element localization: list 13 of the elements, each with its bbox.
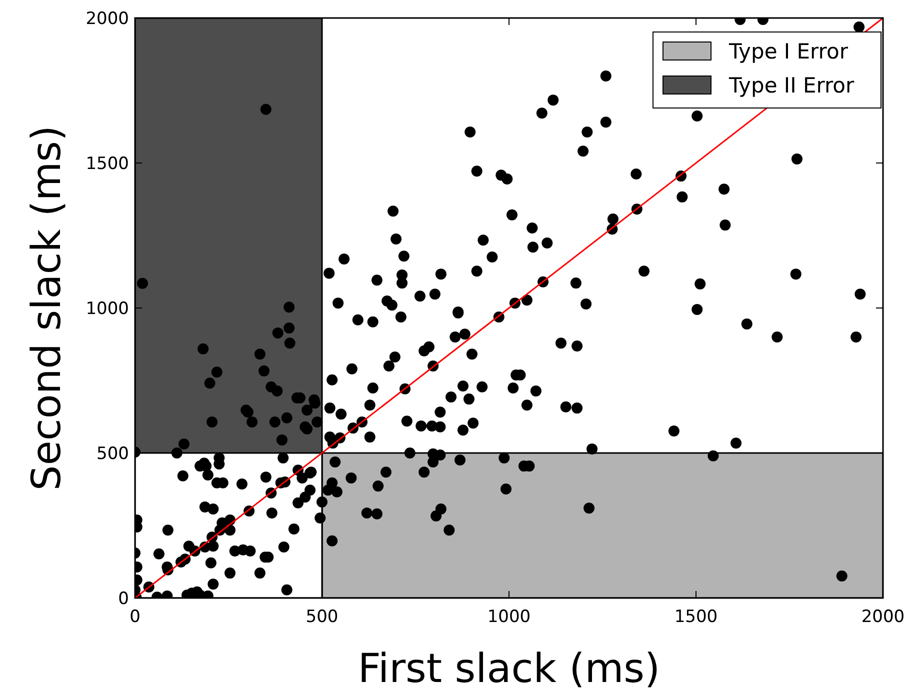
- y-tick-label: 0: [118, 588, 129, 609]
- y-tick-label: 1500: [86, 154, 129, 174]
- x-tick-label: 1000: [487, 607, 531, 627]
- y-tick-label: 1000: [86, 298, 129, 319]
- x-axis-title: First slack (ms): [358, 646, 660, 692]
- y-tick-label: 500: [96, 444, 129, 464]
- legend-label: Type I Error: [728, 39, 848, 64]
- y-tick-label: 2000: [86, 8, 129, 29]
- y-axis-title: Second slack (ms): [24, 125, 70, 491]
- x-tick-label: 1500: [674, 607, 718, 627]
- x-tick-label: 500: [306, 607, 338, 627]
- legend-label: Type II Error: [728, 73, 855, 98]
- x-tick-label: 2000: [861, 607, 905, 627]
